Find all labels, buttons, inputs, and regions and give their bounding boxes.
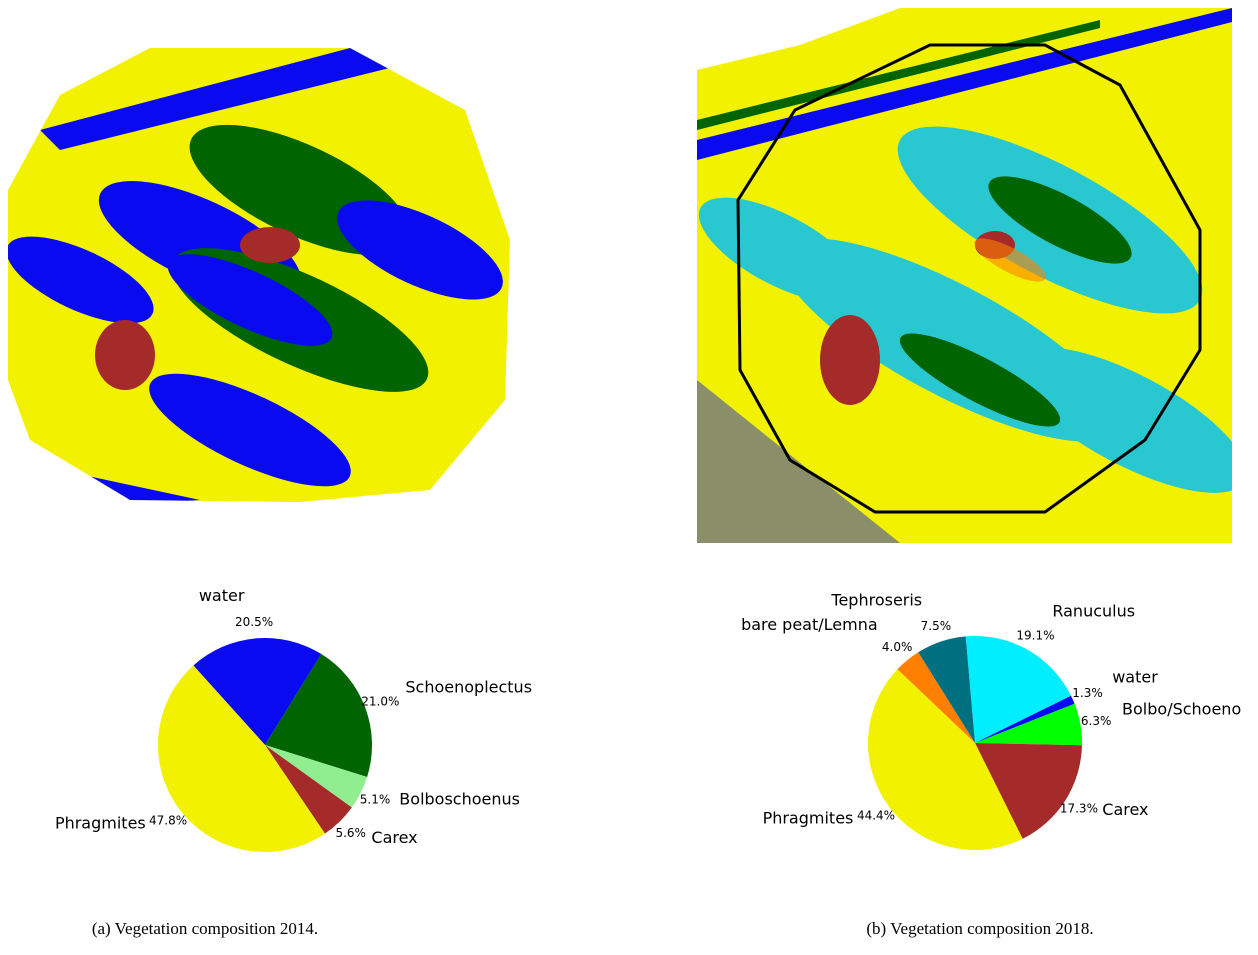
slice-label: Carex [371,828,417,847]
slice-percent: 5.6% [335,826,366,840]
slice-label: Ranuculus [1052,601,1135,620]
pie-slice [265,745,352,834]
slice-label: Tephroseris [830,591,922,610]
slice-label: Carex [1102,800,1148,819]
slice-percent: 20.5% [235,615,273,629]
pie-slice [975,743,1082,839]
caption: (b) Vegetation composition 2018. [866,919,1093,938]
pie-slice [193,638,322,745]
pie-slice [975,703,1082,746]
pie-slice [868,669,1023,850]
slice-percent: 6.3% [1081,714,1112,728]
slice-percent: 21.0% [361,695,399,709]
slice-percent: 19.1% [1016,628,1054,642]
slice-label: Bolboschoenus [399,790,520,809]
slice-percent: 44.4% [857,809,895,823]
slice-label: Phragmites [55,814,146,833]
slice-label: water [199,586,245,605]
pie-slice [265,745,368,808]
pie-slice [265,654,373,777]
slice-percent: 5.1% [360,793,391,807]
slice-percent: 47.8% [149,813,187,827]
slice-percent: 7.5% [921,619,952,633]
study-area-outline [736,43,1202,514]
slice-label: Bolbo/Schoeno [1122,700,1241,719]
pie-slice [158,665,325,852]
pie-slice [965,636,1072,743]
slice-percent: 17.3% [1060,801,1098,815]
slice-label: Phragmites [763,808,854,827]
pie-slice [918,636,975,743]
slice-percent: 4.0% [882,640,913,654]
slice-label: Schoenoplectus [405,677,532,696]
map-2018 [697,8,1232,543]
pie-slice [975,695,1075,743]
slice-label: water [1112,667,1158,686]
slice-label: bare peat/Lemna [741,615,878,634]
caption: (a) Vegetation composition 2014. [92,919,318,938]
pie-slice [897,652,975,743]
map-2014 [8,48,510,502]
slice-percent: 1.3% [1072,686,1103,700]
